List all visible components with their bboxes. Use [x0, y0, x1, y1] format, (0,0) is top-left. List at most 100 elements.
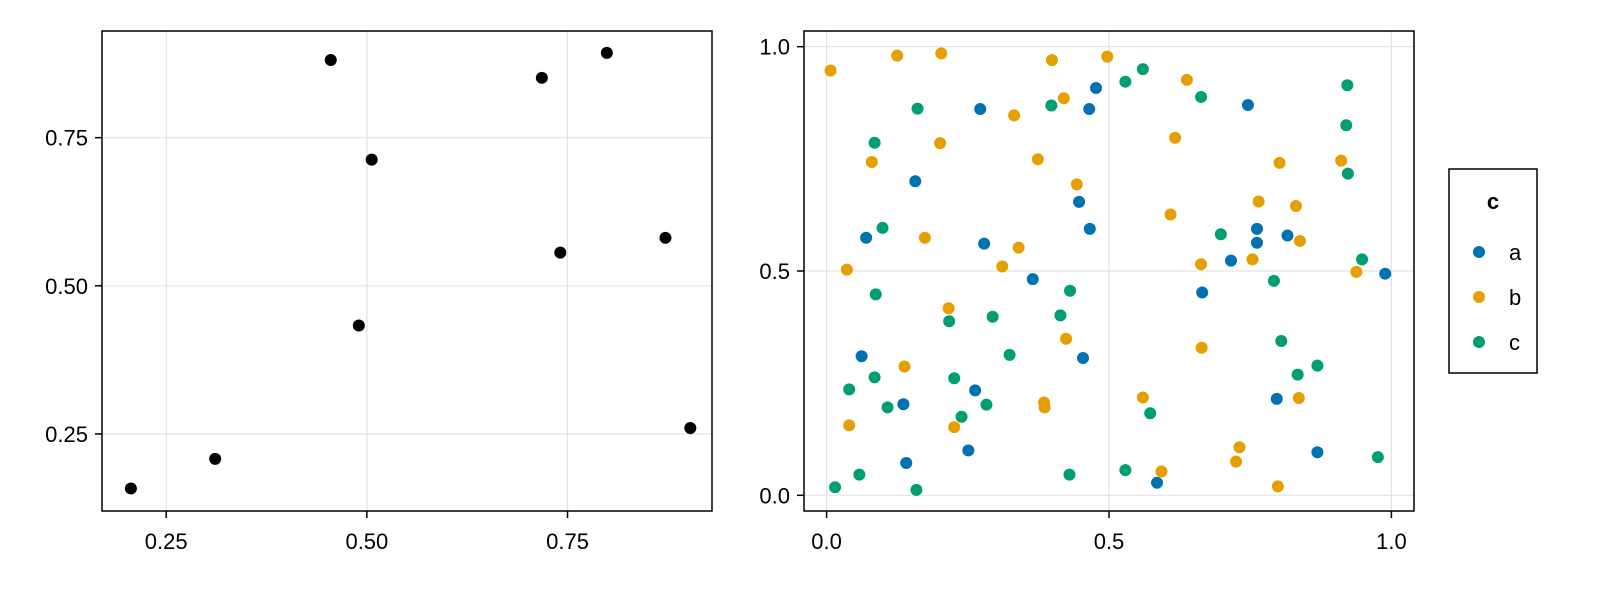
right-point-b-3	[1045, 54, 1058, 67]
right-point-a-24	[1379, 267, 1392, 280]
legend-box	[1448, 168, 1538, 374]
right-point-c-13	[980, 398, 993, 411]
right-point-b-35	[1289, 199, 1302, 212]
right-point-a-21	[1281, 229, 1294, 242]
right-point-b-24	[1164, 208, 1177, 221]
right-point-a-8	[969, 384, 982, 397]
right-point-a-14	[1077, 352, 1090, 365]
legend-label-c: c	[1509, 330, 1520, 355]
legend-title: c	[1487, 189, 1499, 214]
right-point-c-33	[1356, 253, 1369, 266]
right-point-c-24	[1195, 90, 1208, 103]
left-point-3	[365, 153, 378, 166]
right-point-c-7	[843, 383, 856, 396]
right-point-c-4	[943, 315, 956, 328]
right-point-a-5	[897, 398, 910, 411]
right-series-a	[855, 81, 1392, 489]
right-point-b-21	[1038, 401, 1051, 414]
right-point-c-34	[1371, 451, 1384, 464]
right-point-a-18	[1241, 99, 1254, 112]
right-y-tick-label-1: 0.5	[759, 259, 790, 284]
right-point-c-32	[1341, 167, 1354, 180]
right-point-c-11	[910, 483, 923, 496]
right-point-b-29	[1230, 455, 1243, 468]
right-point-c-5	[948, 372, 961, 385]
right-point-b-36	[1293, 234, 1306, 247]
right-point-c-18	[1064, 284, 1077, 297]
right-point-b-8	[934, 137, 947, 150]
right-x-tick-label-1: 0.5	[1094, 529, 1125, 554]
right-point-a-12	[1083, 222, 1096, 235]
right-point-b-39	[1350, 265, 1363, 278]
right-series-c	[829, 63, 1384, 496]
right-point-c-9	[853, 468, 866, 481]
right-point-b-6	[1057, 92, 1070, 105]
right-point-c-26	[1267, 274, 1280, 287]
right-y-tick-label-2: 1.0	[759, 35, 790, 60]
right-point-b-11	[1012, 241, 1025, 254]
right-point-a-16	[1196, 286, 1209, 299]
legend-marker-c	[1473, 336, 1485, 348]
right-point-b-28	[1195, 341, 1208, 354]
right-point-c-2	[876, 221, 889, 234]
right-point-a-4	[855, 350, 868, 363]
right-point-b-23	[1155, 465, 1168, 478]
right-point-a-9	[1026, 273, 1039, 286]
left-x-tick-label-0: 0.25	[145, 529, 188, 554]
right-point-b-22	[1136, 391, 1149, 404]
right-point-a-11	[1083, 103, 1096, 116]
right-point-a-22	[1270, 392, 1283, 405]
right-point-a-7	[962, 444, 975, 457]
left-x-tick-label-1: 0.50	[345, 529, 388, 554]
right-point-c-28	[1291, 368, 1304, 381]
right-scatter-plot: 0.0 0.5 1.0 0.0 0.5 1.0	[759, 30, 1415, 554]
right-x-tick-label-2: 1.0	[1376, 529, 1407, 554]
left-series-0	[124, 46, 697, 495]
right-point-c-30	[1341, 79, 1354, 92]
right-point-a-2	[974, 103, 987, 116]
right-point-c-1	[868, 136, 881, 149]
right-point-b-19	[948, 421, 961, 434]
right-point-a-0	[860, 231, 873, 244]
right-point-a-15	[1151, 476, 1164, 489]
right-point-c-3	[869, 288, 882, 301]
right-point-c-23	[1144, 407, 1157, 420]
right-point-c-10	[829, 481, 842, 494]
right-point-c-27	[1275, 334, 1288, 347]
right-point-b-4	[1101, 50, 1114, 63]
right-point-b-38	[1335, 154, 1348, 167]
right-x-tick-label-0: 0.0	[811, 529, 842, 554]
right-point-c-16	[1045, 99, 1058, 112]
right-point-b-13	[1070, 178, 1083, 191]
legend-label-a: a	[1509, 240, 1522, 265]
legend-marker-b	[1473, 291, 1485, 303]
right-point-c-19	[1063, 468, 1076, 481]
legend-marker-a	[1473, 246, 1485, 258]
right-point-c-12	[955, 410, 968, 423]
right-point-b-14	[840, 263, 853, 276]
right-point-b-12	[996, 260, 1009, 273]
left-point-9	[684, 422, 697, 435]
right-series-b	[824, 47, 1363, 493]
right-point-b-16	[898, 360, 911, 373]
left-y-tick-label-2: 0.75	[45, 126, 88, 151]
right-point-b-1	[891, 49, 904, 62]
left-y-tick-label-0: 0.25	[45, 422, 88, 447]
right-point-b-30	[1233, 441, 1246, 454]
left-x-tick-label-2: 0.75	[546, 529, 589, 554]
right-point-a-20	[1250, 222, 1263, 235]
right-point-b-34	[1271, 480, 1284, 493]
right-point-c-20	[1119, 75, 1132, 88]
right-point-c-29	[1311, 359, 1324, 372]
right-point-b-33	[1273, 156, 1286, 169]
right-point-a-6	[900, 457, 913, 469]
right-point-b-17	[1060, 332, 1073, 345]
left-point-7	[554, 246, 567, 259]
right-point-b-0	[824, 64, 837, 77]
left-point-6	[600, 46, 613, 59]
right-point-c-8	[881, 401, 894, 414]
right-point-b-25	[1169, 131, 1182, 144]
right-point-b-15	[942, 302, 955, 315]
